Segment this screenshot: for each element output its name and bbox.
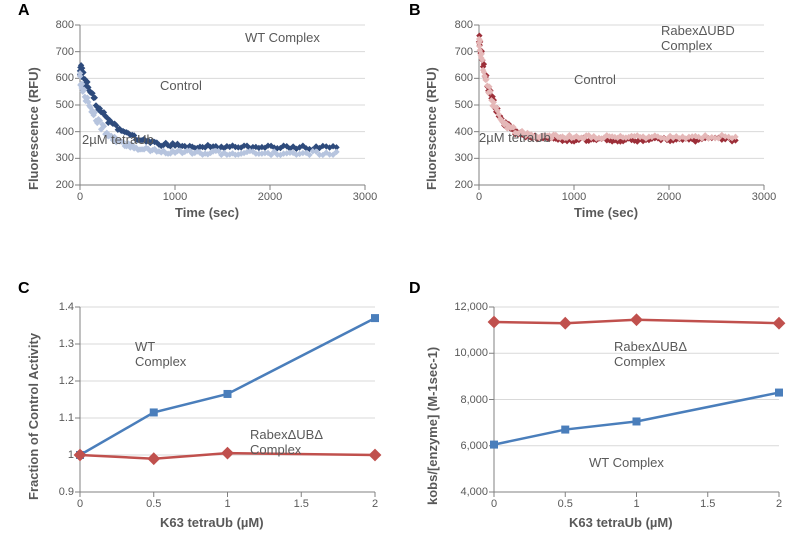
panel-label-c: C — [18, 280, 30, 298]
panel-a-control-annot: Control — [160, 78, 202, 93]
panel-d-rabex-annot: RabexΔUBΔComplex — [614, 340, 687, 370]
tick-x: 0 — [491, 498, 497, 510]
panel-c-wt-text: WTComplex — [135, 339, 186, 369]
panel-c-wt-annot: WTComplex — [135, 340, 186, 370]
tick-y: 500 — [48, 99, 74, 111]
tick-y: 700 — [447, 46, 473, 58]
tick-y: 4,000 — [446, 486, 488, 498]
panel-b-ylabel: Fluorescence (RFU) — [424, 67, 439, 190]
tick-y: 800 — [447, 19, 473, 31]
tick-y: 8,000 — [446, 394, 488, 406]
panel-label-b: B — [409, 2, 421, 20]
panel-a: A Fluorescence (RFU) Time (sec) 0 1000 200… — [0, 0, 399, 230]
tick-y: 300 — [48, 152, 74, 164]
tick-y: 6,000 — [446, 440, 488, 452]
panel-d-rabex-text: RabexΔUBΔComplex — [614, 339, 687, 369]
tick-y: 200 — [48, 179, 74, 191]
tick-y: 800 — [48, 19, 74, 31]
panel-label-a: A — [18, 2, 30, 20]
tick-x: 0 — [476, 191, 482, 203]
tick-x: 0.5 — [558, 498, 573, 510]
tick-y: 0.9 — [32, 486, 74, 498]
panel-d: D kobs/[enzyme] (M-1sec-1) K63 tetraUb (… — [399, 280, 798, 540]
panel-d-wt-annot: WT Complex — [589, 455, 664, 470]
panel-c-rabex-annot: RabexΔUBΔComplex — [250, 428, 323, 458]
tick-y: 600 — [447, 72, 473, 84]
tick-y: 400 — [48, 126, 74, 138]
tick-y: 400 — [447, 126, 473, 138]
tick-x: 3000 — [353, 191, 377, 203]
panel-a-plot — [70, 20, 370, 190]
tick-x: 1 — [224, 498, 230, 510]
tick-y: 1.1 — [32, 412, 74, 424]
tick-y: 1.3 — [32, 338, 74, 350]
tick-y: 300 — [447, 152, 473, 164]
panel-b-control-annot: Control — [574, 72, 616, 87]
tick-x: 1000 — [163, 191, 187, 203]
panel-a-xlabel: Time (sec) — [175, 205, 239, 220]
figure-root: A Fluorescence (RFU) Time (sec) 01000200… — [0, 0, 798, 551]
panel-d-ylabel: kobs/[enzyme] (M-1sec-1) — [425, 347, 440, 505]
tick-x: 0.5 — [146, 498, 161, 510]
tick-x: 1.5 — [294, 498, 309, 510]
tick-y: 500 — [447, 99, 473, 111]
tick-x: 1 — [633, 498, 639, 510]
panel-c: C Fraction of Control Activity K63 tetra… — [0, 280, 399, 540]
panel-b-title-annot: RabexΔUBDComplex — [661, 24, 735, 54]
tick-x: 3000 — [752, 191, 776, 203]
panel-c-plot — [70, 302, 380, 497]
panel-a-tetra-annot: 2µM tetraUb — [82, 132, 154, 147]
tick-x: 0 — [77, 498, 83, 510]
panel-b: B Fluorescence (RFU) Time (sec) 0 1000 200… — [399, 0, 798, 230]
panel-a-ylabel: Fluorescence (RFU) — [26, 67, 41, 190]
panel-c-xlabel: K63 tetraUb (µM) — [160, 515, 264, 530]
panel-d-xlabel: K63 tetraUb (µM) — [569, 515, 673, 530]
tick-y: 10,000 — [446, 347, 488, 359]
tick-y: 12,000 — [446, 301, 488, 313]
panel-c-rabex-text: RabexΔUBΔComplex — [250, 427, 323, 457]
panel-b-tetra-annot: 2µM tetraUb — [479, 130, 551, 145]
tick-y: 1.2 — [32, 375, 74, 387]
tick-x: 2000 — [657, 191, 681, 203]
panel-a-title-annot: WT Complex — [245, 30, 320, 45]
tick-x: 0 — [77, 191, 83, 203]
tick-x: 2000 — [258, 191, 282, 203]
tick-y: 1 — [32, 449, 74, 461]
tick-y: 1.4 — [32, 301, 74, 313]
panel-b-xlabel: Time (sec) — [574, 205, 638, 220]
tick-x: 2 — [776, 498, 782, 510]
tick-y: 200 — [447, 179, 473, 191]
tick-y: 600 — [48, 72, 74, 84]
tick-x: 1000 — [562, 191, 586, 203]
tick-y: 700 — [48, 46, 74, 58]
tick-x: 2 — [372, 498, 378, 510]
panel-b-title-line1: RabexΔUBDComplex — [661, 23, 735, 53]
tick-x: 1.5 — [700, 498, 715, 510]
panel-label-d: D — [409, 280, 421, 298]
